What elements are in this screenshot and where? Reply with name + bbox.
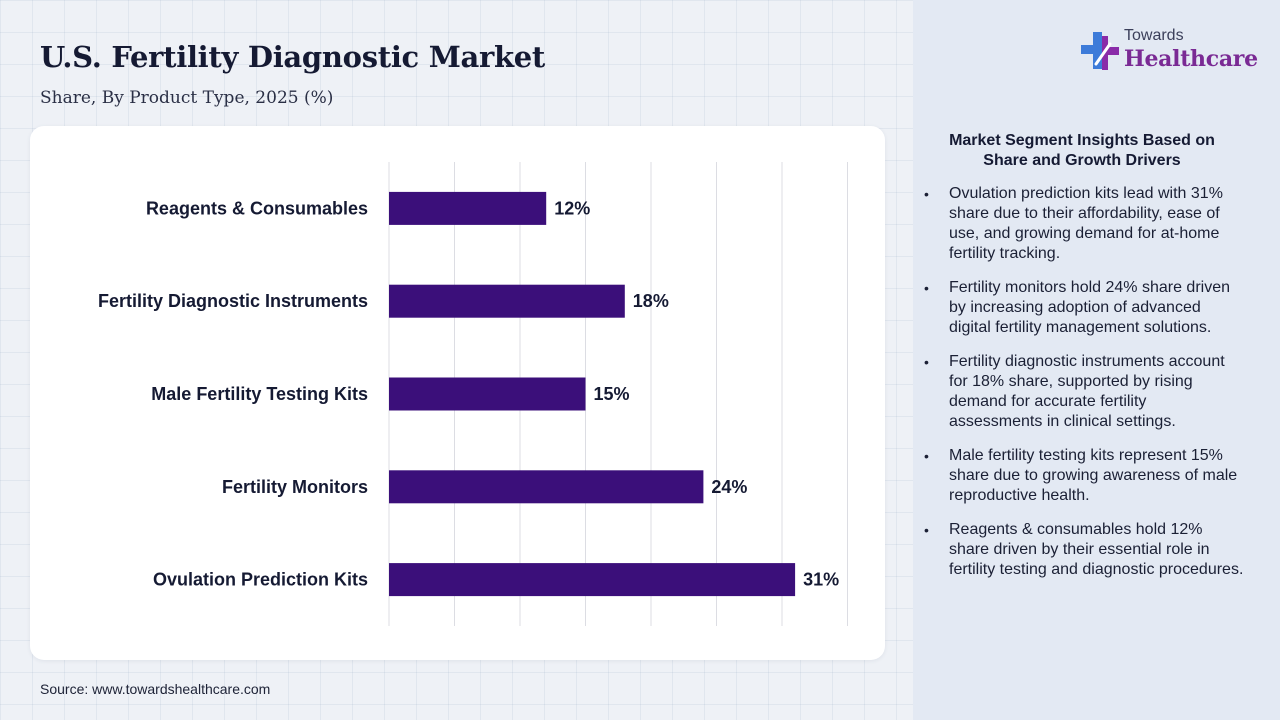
bar-chart: Reagents & Consumables 12% Fertility Diagn…	[98, 162, 848, 626]
bar	[389, 377, 586, 411]
data-label: 12%	[554, 198, 590, 218]
insight-item: • Fertility monitors hold 24% share drive…	[924, 278, 1244, 338]
insight-text: Reagents & consumables hold 12% share dr…	[949, 521, 1244, 578]
page-title: U.S. Fertility Diagnostic Market	[40, 40, 546, 74]
bullet-icon: •	[924, 354, 929, 370]
page-subtitle: Share, By Product Type, 2025 (%)	[40, 88, 334, 108]
category-label: Reagents & Consumables	[146, 198, 368, 218]
bar	[389, 470, 704, 504]
insights-panel	[913, 0, 1280, 720]
insight-text: Male fertility testing kits represent 15…	[949, 447, 1238, 504]
insights-title: Market Segment Insights Based on Share a…	[949, 132, 1215, 169]
source-note: Source: www.towardshealthcare.com	[40, 681, 271, 697]
bullet-icon: •	[924, 448, 929, 464]
bar	[389, 284, 625, 318]
bar	[389, 563, 796, 597]
data-label: 31%	[803, 570, 839, 590]
bullet-icon: •	[924, 522, 929, 538]
chart-card: Reagents & Consumables 12% Fertility Diagn…	[30, 126, 885, 660]
category-label: Male Fertility Testing Kits	[151, 384, 368, 404]
insight-text: Ovulation prediction kits lead with 31% …	[949, 185, 1223, 262]
data-label: 18%	[633, 291, 669, 311]
insight-item: • Reagents & consumables hold 12% share d…	[924, 520, 1244, 580]
insight-text: Fertility monitors hold 24% share driven…	[949, 279, 1231, 336]
insight-text: Fertility diagnostic instruments account…	[949, 353, 1225, 430]
data-label: 15%	[594, 384, 630, 404]
category-label: Fertility Monitors	[222, 477, 368, 497]
logo-text-small: Towards	[1124, 27, 1184, 44]
category-label: Fertility Diagnostic Instruments	[98, 291, 368, 311]
insight-item: • Male fertility testing kits represent 1…	[924, 446, 1244, 506]
bullet-icon: •	[924, 280, 929, 296]
medical-cross-icon	[1081, 32, 1119, 70]
bullet-icon: •	[924, 186, 929, 202]
insights-list: • Ovulation prediction kits lead with 31%…	[924, 184, 1244, 594]
insight-item: • Fertility diagnostic instruments accoun…	[924, 352, 1244, 432]
logo-text-big: Healthcare	[1124, 46, 1258, 72]
brand-logo[interactable]: Towards Healthcare	[1080, 26, 1260, 78]
category-label: Ovulation Prediction Kits	[153, 570, 368, 590]
bar	[389, 191, 547, 225]
data-label: 24%	[711, 477, 747, 497]
insight-item: • Ovulation prediction kits lead with 31%…	[924, 184, 1244, 264]
